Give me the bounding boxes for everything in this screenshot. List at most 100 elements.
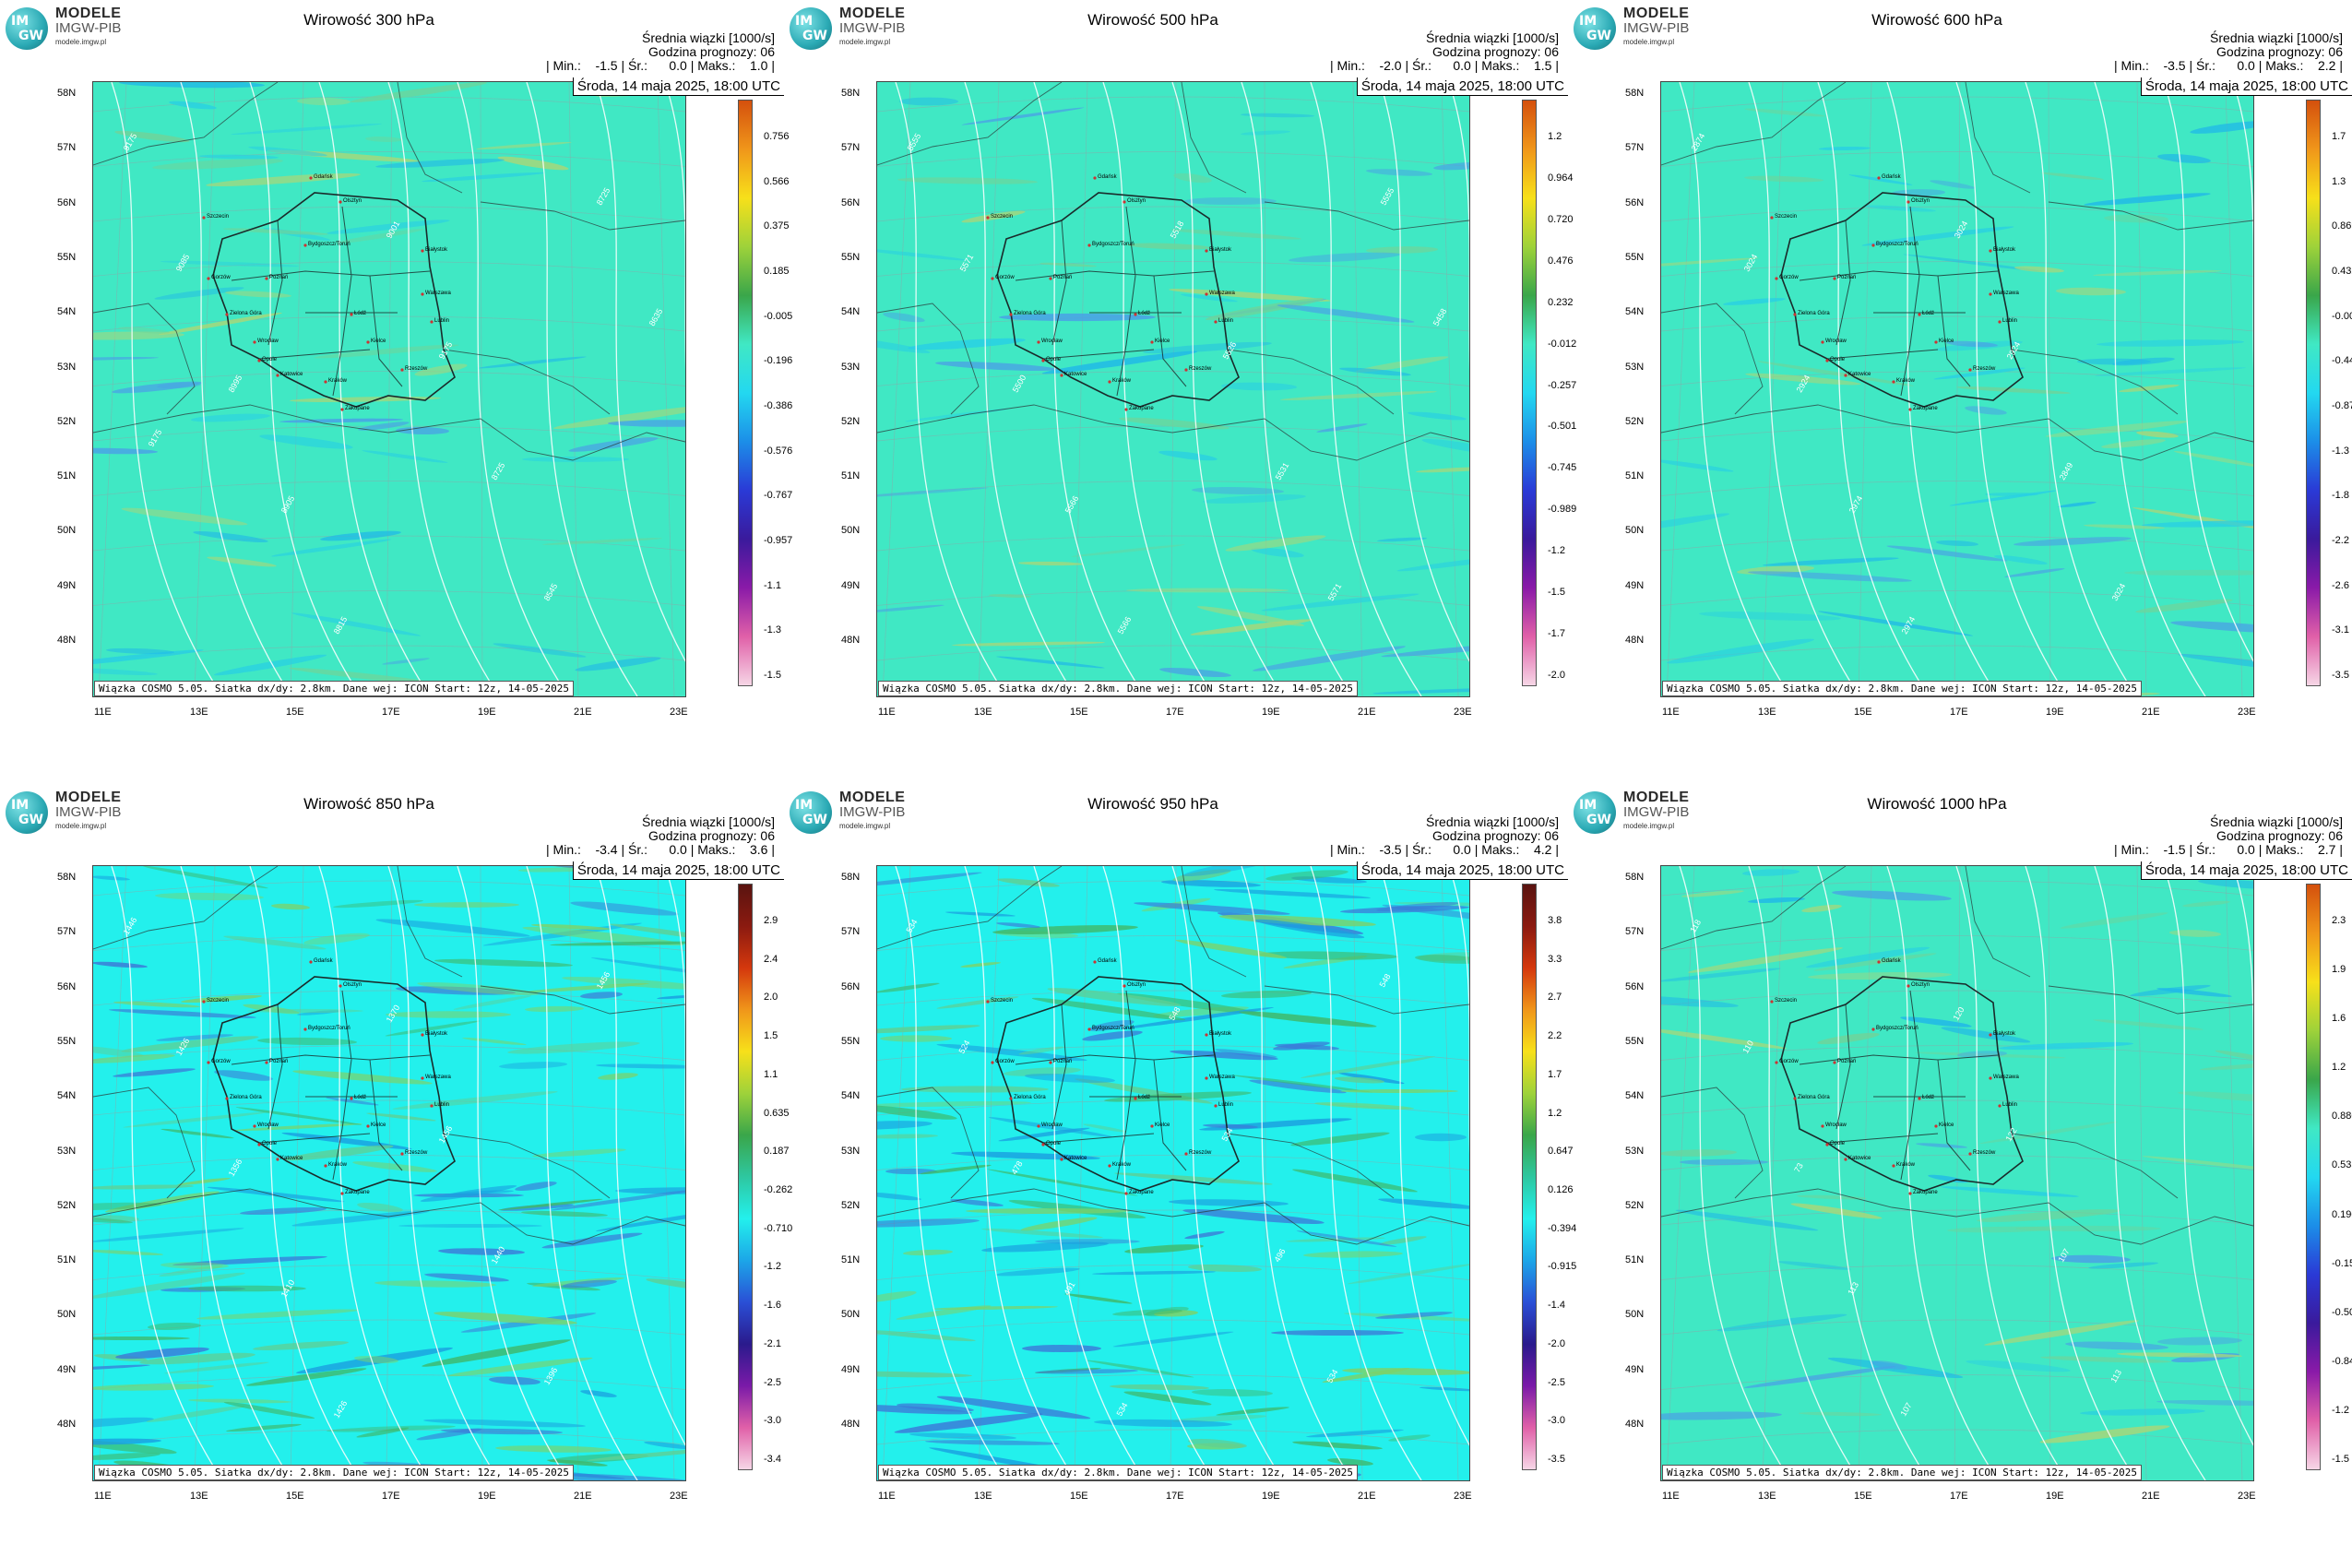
lat-label: 54N (57, 306, 77, 318)
vorticity-map[interactable]: Gdańsk Olsztyn Szczecin Bydgoszcz/Toruń Biał… (92, 865, 686, 1481)
colorbar-label: 3.8 (1548, 915, 1562, 926)
logo-link[interactable]: modele.imgw.pl (839, 38, 891, 46)
colorbar-label: 0.187 (764, 1146, 790, 1158)
logo-link[interactable]: modele.imgw.pl (55, 38, 107, 46)
city-label: Poznań (1053, 1059, 1073, 1064)
city-label: Katowice (280, 372, 303, 377)
colorbar-label: 0.185 (764, 266, 790, 277)
city-label: Zakopane (1129, 406, 1154, 411)
vorticity-map[interactable]: Gdańsk Olsztyn Szczecin Bydgoszcz/Toruń Biał… (1660, 865, 2254, 1481)
panel-meta: Średnia wiązki [1000/s] Godzina prognozy:… (2114, 815, 2343, 857)
colorbar-label: -0.005 (2332, 310, 2352, 322)
city-label: Wrocław (257, 1123, 279, 1128)
colorbar-label: -3.1 (2332, 624, 2349, 636)
lat-label: 53N (1625, 1145, 1645, 1157)
lat-label: 48N (1625, 635, 1645, 646)
colorbar (1522, 884, 1537, 1470)
city-label: Olsztyn (1127, 982, 1146, 988)
city-label: Bydgoszcz/Toruń (308, 242, 350, 247)
city-label: Warszawa (1993, 291, 2019, 296)
city-label: Białystok (1209, 247, 1232, 253)
city-label: Gorzów (211, 1059, 231, 1064)
city-label: Łódź (1138, 311, 1151, 316)
lat-label: 58N (841, 88, 861, 99)
colorbar-label: 0.647 (1548, 1146, 1574, 1158)
city-label: Kielce (371, 1123, 386, 1128)
lon-label: 17E (382, 707, 400, 718)
colorbar-label: 0.880 (2332, 1111, 2352, 1123)
lat-label: 52N (841, 1199, 861, 1211)
run-info: Wiązka COSMO 5.05. Siatka dx/dy: 2.8km. … (1662, 681, 2142, 696)
city-label: Kraków (328, 378, 348, 384)
lat-label: 58N (57, 872, 77, 883)
logo-link[interactable]: modele.imgw.pl (1623, 822, 1675, 830)
colorbar-label: 2.0 (764, 992, 778, 1004)
city-label: Łódź (1138, 1095, 1151, 1100)
imgw-logo: IM GW MODELE IMGW-PIB modele.imgw.pl (790, 6, 919, 52)
imgw-logo-icon: IM GW (790, 791, 832, 834)
valid-date: Środa, 14 maja 2025, 18:00 UTC (2140, 861, 2352, 880)
forecast-hour: Godzina prognozy: 06 (648, 828, 775, 843)
city-label: Warszawa (1993, 1075, 2019, 1080)
city-label: Zielona Góra (230, 1095, 262, 1100)
lat-label: 55N (841, 1035, 861, 1047)
colorbar-label: 1.2 (1548, 1107, 1562, 1119)
logo-link[interactable]: modele.imgw.pl (1623, 38, 1675, 46)
logo-link[interactable]: modele.imgw.pl (55, 822, 107, 830)
colorbar-label: -1.5 (1548, 587, 1565, 599)
forecast-hour: Godzina prognozy: 06 (2216, 828, 2343, 843)
lat-label: 48N (57, 635, 77, 646)
city-label: Gdańsk (1882, 958, 1901, 964)
colorbar-label: -1.2 (2332, 1404, 2349, 1416)
vorticity-map[interactable]: Gdańsk Olsztyn Szczecin Bydgoszcz/Toruń Biał… (1660, 81, 2254, 697)
lat-label: 49N (57, 1363, 77, 1375)
city-label: Kraków (1112, 1162, 1132, 1168)
valid-date: Środa, 14 maja 2025, 18:00 UTC (572, 861, 784, 880)
city-label: Gorzów (995, 1059, 1015, 1064)
lat-label: 53N (841, 361, 861, 373)
vorticity-map[interactable]: Gdańsk Olsztyn Szczecin Bydgoszcz/Toruń Biał… (92, 81, 686, 697)
colorbar-label: 0.375 (764, 220, 790, 232)
colorbar-label: 0.720 (1548, 213, 1574, 225)
colorbar-label: -3.0 (764, 1415, 781, 1427)
lon-label: 17E (1166, 1491, 1184, 1502)
city-label: Białystok (1993, 1031, 2016, 1037)
city-label: Zielona Góra (1014, 311, 1046, 316)
colorbar-label: -0.500 (2332, 1306, 2352, 1318)
city-label: Opole (1046, 1141, 1062, 1146)
lon-label: 15E (286, 1491, 304, 1502)
lon-label: 21E (574, 707, 592, 718)
colorbar-label: -0.442 (2332, 355, 2352, 367)
city-label: Lublin (1218, 1102, 1234, 1108)
city-label: Rzeszów (405, 366, 428, 372)
colorbar-label: -0.262 (764, 1184, 793, 1195)
lon-label: 13E (190, 707, 208, 718)
city-label: Lublin (2002, 318, 2018, 324)
logo-line2: IMGW-PIB (55, 804, 122, 820)
vorticity-map[interactable]: Gdańsk Olsztyn Szczecin Bydgoszcz/Toruń Biał… (876, 81, 1470, 697)
vorticity-map[interactable]: Gdańsk Olsztyn Szczecin Bydgoszcz/Toruń Biał… (876, 865, 1470, 1481)
lat-label: 55N (841, 251, 861, 263)
city-label: Łódź (1922, 1095, 1935, 1100)
lat-label: 51N (1625, 470, 1645, 482)
city-label: Katowice (1848, 1156, 1871, 1161)
city-label: Kielce (1939, 339, 1954, 344)
city-label: Łódź (354, 311, 367, 316)
logo-text: MODELE IMGW-PIB modele.imgw.pl (1623, 6, 1689, 49)
logo-badge-bottom: GW (802, 813, 827, 827)
colorbar-label: -3.0 (1548, 1415, 1565, 1427)
imgw-logo: IM GW MODELE IMGW-PIB modele.imgw.pl (790, 790, 919, 836)
map-panel: IM GW MODELE IMGW-PIB modele.imgw.pl Wirowość… (0, 0, 792, 784)
city-label: Kraków (1112, 378, 1132, 384)
colorbar-label: 0.869 (2332, 220, 2352, 232)
lon-label: 17E (1950, 1491, 1968, 1502)
city-label: Warszawa (1209, 291, 1235, 296)
city-label: Zakopane (345, 1190, 370, 1195)
lon-label: 23E (670, 707, 688, 718)
ensemble-label: Średnia wiązki [1000/s] (642, 814, 775, 829)
logo-link[interactable]: modele.imgw.pl (839, 822, 891, 830)
logo-line1: MODELE (839, 6, 906, 21)
lat-label: 56N (1625, 196, 1645, 208)
city-label: Poznań (1837, 275, 1857, 280)
city-label: Łódź (354, 1095, 367, 1100)
